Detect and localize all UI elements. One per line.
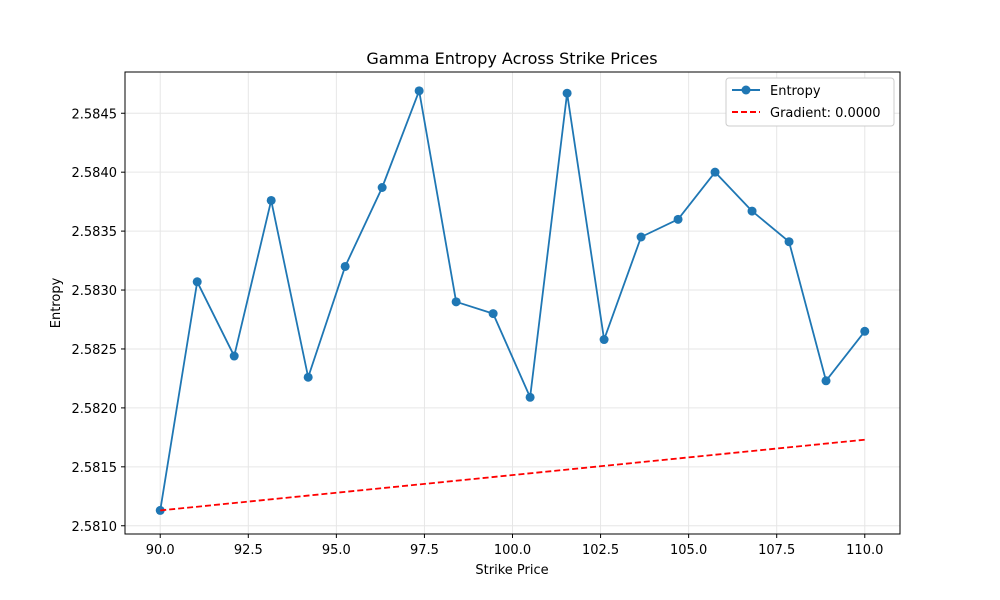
x-tick-label: 90.0 <box>146 543 175 558</box>
legend: Entropy Gradient: 0.0000 <box>725 77 895 127</box>
entropy-point <box>525 392 535 402</box>
entropy-point <box>747 206 757 216</box>
y-tick-label: 2.5820 <box>72 402 118 417</box>
entropy-point <box>414 86 424 96</box>
entropy-point <box>636 232 646 242</box>
entropy-point <box>599 335 609 345</box>
x-tick-label: 107.5 <box>758 543 795 558</box>
series-layer <box>155 86 870 515</box>
entropy-point <box>155 505 165 515</box>
x-tick-label: 102.5 <box>582 543 619 558</box>
entropy-point <box>784 237 794 247</box>
entropy-point <box>303 372 313 382</box>
x-tick-label: 92.5 <box>234 543 263 558</box>
y-tick-label: 2.5825 <box>72 343 118 358</box>
series-line-entropy <box>159 89 866 511</box>
y-axis-label: Entropy <box>49 277 64 328</box>
y-tick-label: 2.5840 <box>72 166 118 181</box>
y-tick-label: 2.5845 <box>72 107 118 122</box>
x-axis-label: Strike Price <box>475 563 548 578</box>
y-tick-label: 2.5815 <box>72 461 118 476</box>
chart-title: Gamma Entropy Across Strike Prices <box>366 49 657 68</box>
y-tick-label: 2.5830 <box>72 284 118 299</box>
x-tick-label: 100.0 <box>494 543 531 558</box>
entropy-point <box>266 195 276 205</box>
entropy-point <box>488 309 498 319</box>
x-tick-label: 97.5 <box>410 543 439 558</box>
entropy-point <box>673 214 683 224</box>
legend-label-gradient: Gradient: 0.0000 <box>770 106 881 121</box>
series-line-gradient <box>160 438 865 512</box>
legend-box <box>725 77 895 127</box>
legend-entropy-marker <box>741 85 751 95</box>
x-tick-label: 110.0 <box>846 543 883 558</box>
grid <box>125 72 900 534</box>
entropy-point <box>821 376 831 386</box>
x-tick-label: 95.0 <box>322 543 351 558</box>
entropy-point <box>451 297 461 307</box>
entropy-point <box>860 326 870 336</box>
entropy-point <box>340 261 350 271</box>
x-tick-label: 105.0 <box>670 543 707 558</box>
entropy-point <box>562 88 572 98</box>
entropy-point <box>229 351 239 361</box>
entropy-point <box>710 167 720 177</box>
y-tick-label: 2.5810 <box>72 520 118 535</box>
x-axis: 90.0 92.5 95.0 97.5 100.0 102.5 105.0 107.5 110.… <box>146 534 883 558</box>
y-axis: 2.5810 2.5815 2.5820 2.5825 2.5830 2.5835 2.58… <box>72 107 125 535</box>
entropy-point <box>192 277 202 287</box>
entropy-point <box>377 183 387 192</box>
y-tick-label: 2.5835 <box>72 225 118 240</box>
legend-label-entropy: Entropy <box>770 84 821 99</box>
